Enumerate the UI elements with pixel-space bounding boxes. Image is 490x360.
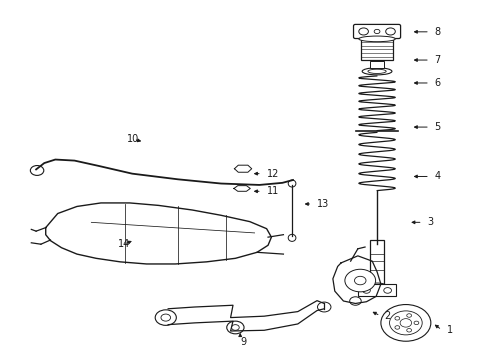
Text: 10: 10 xyxy=(127,134,140,144)
Text: 9: 9 xyxy=(240,337,246,347)
FancyBboxPatch shape xyxy=(361,39,393,60)
Text: 8: 8 xyxy=(435,27,441,37)
Circle shape xyxy=(390,311,422,335)
Text: 11: 11 xyxy=(267,186,279,196)
Text: 2: 2 xyxy=(384,311,391,321)
Circle shape xyxy=(30,166,44,175)
Circle shape xyxy=(155,310,176,325)
Text: 7: 7 xyxy=(435,55,441,65)
Circle shape xyxy=(395,326,400,329)
Text: 12: 12 xyxy=(267,168,279,179)
Ellipse shape xyxy=(359,36,395,42)
Text: 5: 5 xyxy=(435,122,441,132)
Ellipse shape xyxy=(368,283,386,289)
Ellipse shape xyxy=(362,68,392,75)
Circle shape xyxy=(407,329,412,332)
Circle shape xyxy=(359,28,368,35)
Circle shape xyxy=(395,316,400,320)
Ellipse shape xyxy=(288,234,296,242)
Circle shape xyxy=(350,297,361,305)
Text: 13: 13 xyxy=(317,199,329,209)
Ellipse shape xyxy=(288,180,296,187)
FancyBboxPatch shape xyxy=(370,240,384,286)
Circle shape xyxy=(407,314,412,317)
Circle shape xyxy=(363,288,370,293)
Circle shape xyxy=(227,321,244,334)
Circle shape xyxy=(232,325,239,330)
Text: 4: 4 xyxy=(435,171,441,181)
Text: 14: 14 xyxy=(118,239,130,249)
Text: 1: 1 xyxy=(447,325,453,335)
Circle shape xyxy=(374,30,380,33)
Circle shape xyxy=(400,319,412,327)
Circle shape xyxy=(381,305,431,341)
Circle shape xyxy=(354,276,366,285)
Circle shape xyxy=(345,269,376,292)
Circle shape xyxy=(161,314,171,321)
Circle shape xyxy=(384,288,392,293)
Circle shape xyxy=(318,302,331,312)
Circle shape xyxy=(386,28,395,35)
FancyBboxPatch shape xyxy=(370,62,384,68)
Text: 6: 6 xyxy=(435,78,441,88)
FancyBboxPatch shape xyxy=(358,284,396,296)
FancyBboxPatch shape xyxy=(353,24,401,39)
Text: 3: 3 xyxy=(427,217,434,227)
Ellipse shape xyxy=(368,69,386,73)
Circle shape xyxy=(414,321,419,325)
